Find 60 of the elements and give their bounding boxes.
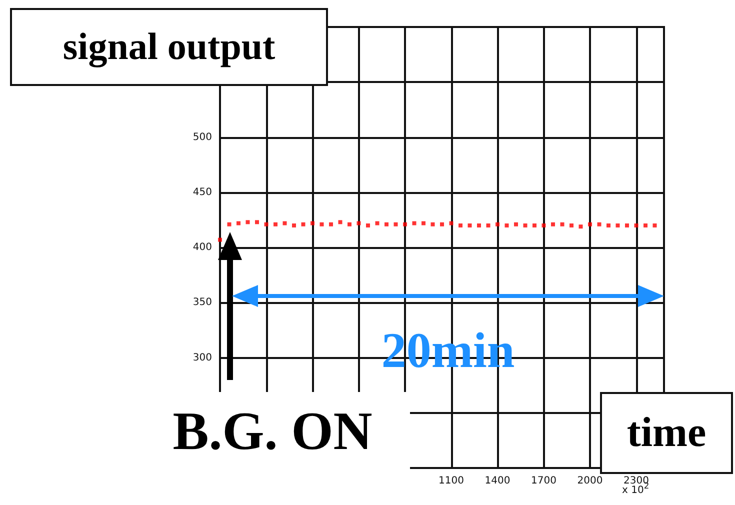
point [310,221,314,226]
x-axis-title: time [600,392,733,474]
x-tick-label: 1400 [484,476,510,486]
point [486,223,490,228]
y-tick-label: 400 [192,242,212,253]
x-tick-label: 1100 [438,476,464,486]
point [301,222,306,226]
point [625,223,629,228]
point [468,223,472,228]
point [236,221,240,226]
point [422,221,426,226]
point [477,223,481,228]
point [560,222,564,226]
point [255,220,259,224]
point [532,223,536,228]
point [356,221,361,226]
point [597,222,602,226]
point [338,220,342,224]
point [551,222,555,226]
point [227,222,232,226]
point [403,222,407,226]
point [634,223,638,228]
point [449,221,454,226]
point [523,223,528,228]
point [246,220,250,224]
y-axis-title: signal output [10,8,328,86]
point [412,221,416,226]
point [394,222,398,226]
y-tick-label: 350 [192,297,212,308]
point [496,222,500,226]
point [578,224,583,229]
point [458,223,462,228]
point [504,223,509,228]
point [588,222,592,226]
x-tick-label: 2000 [577,476,603,486]
point [542,223,546,228]
point [320,222,324,226]
point [348,222,352,226]
point [274,222,278,226]
point [384,222,388,226]
point [292,223,296,228]
point [329,222,333,226]
point [652,223,657,228]
point [282,221,287,226]
point [606,223,610,228]
point [218,238,222,242]
point [514,222,518,226]
point [430,222,435,226]
point [570,223,574,228]
point [616,223,620,228]
y-tick-label: 450 [192,186,212,198]
annotation: B.G. ON [135,392,410,470]
point [375,221,380,226]
y-tick-label: 500 [192,132,212,143]
point [644,223,648,228]
x-tick-label: 1700 [531,476,556,486]
point [366,223,370,228]
y-tick-label: 300 [192,352,212,364]
point [264,222,268,226]
point [440,222,444,226]
